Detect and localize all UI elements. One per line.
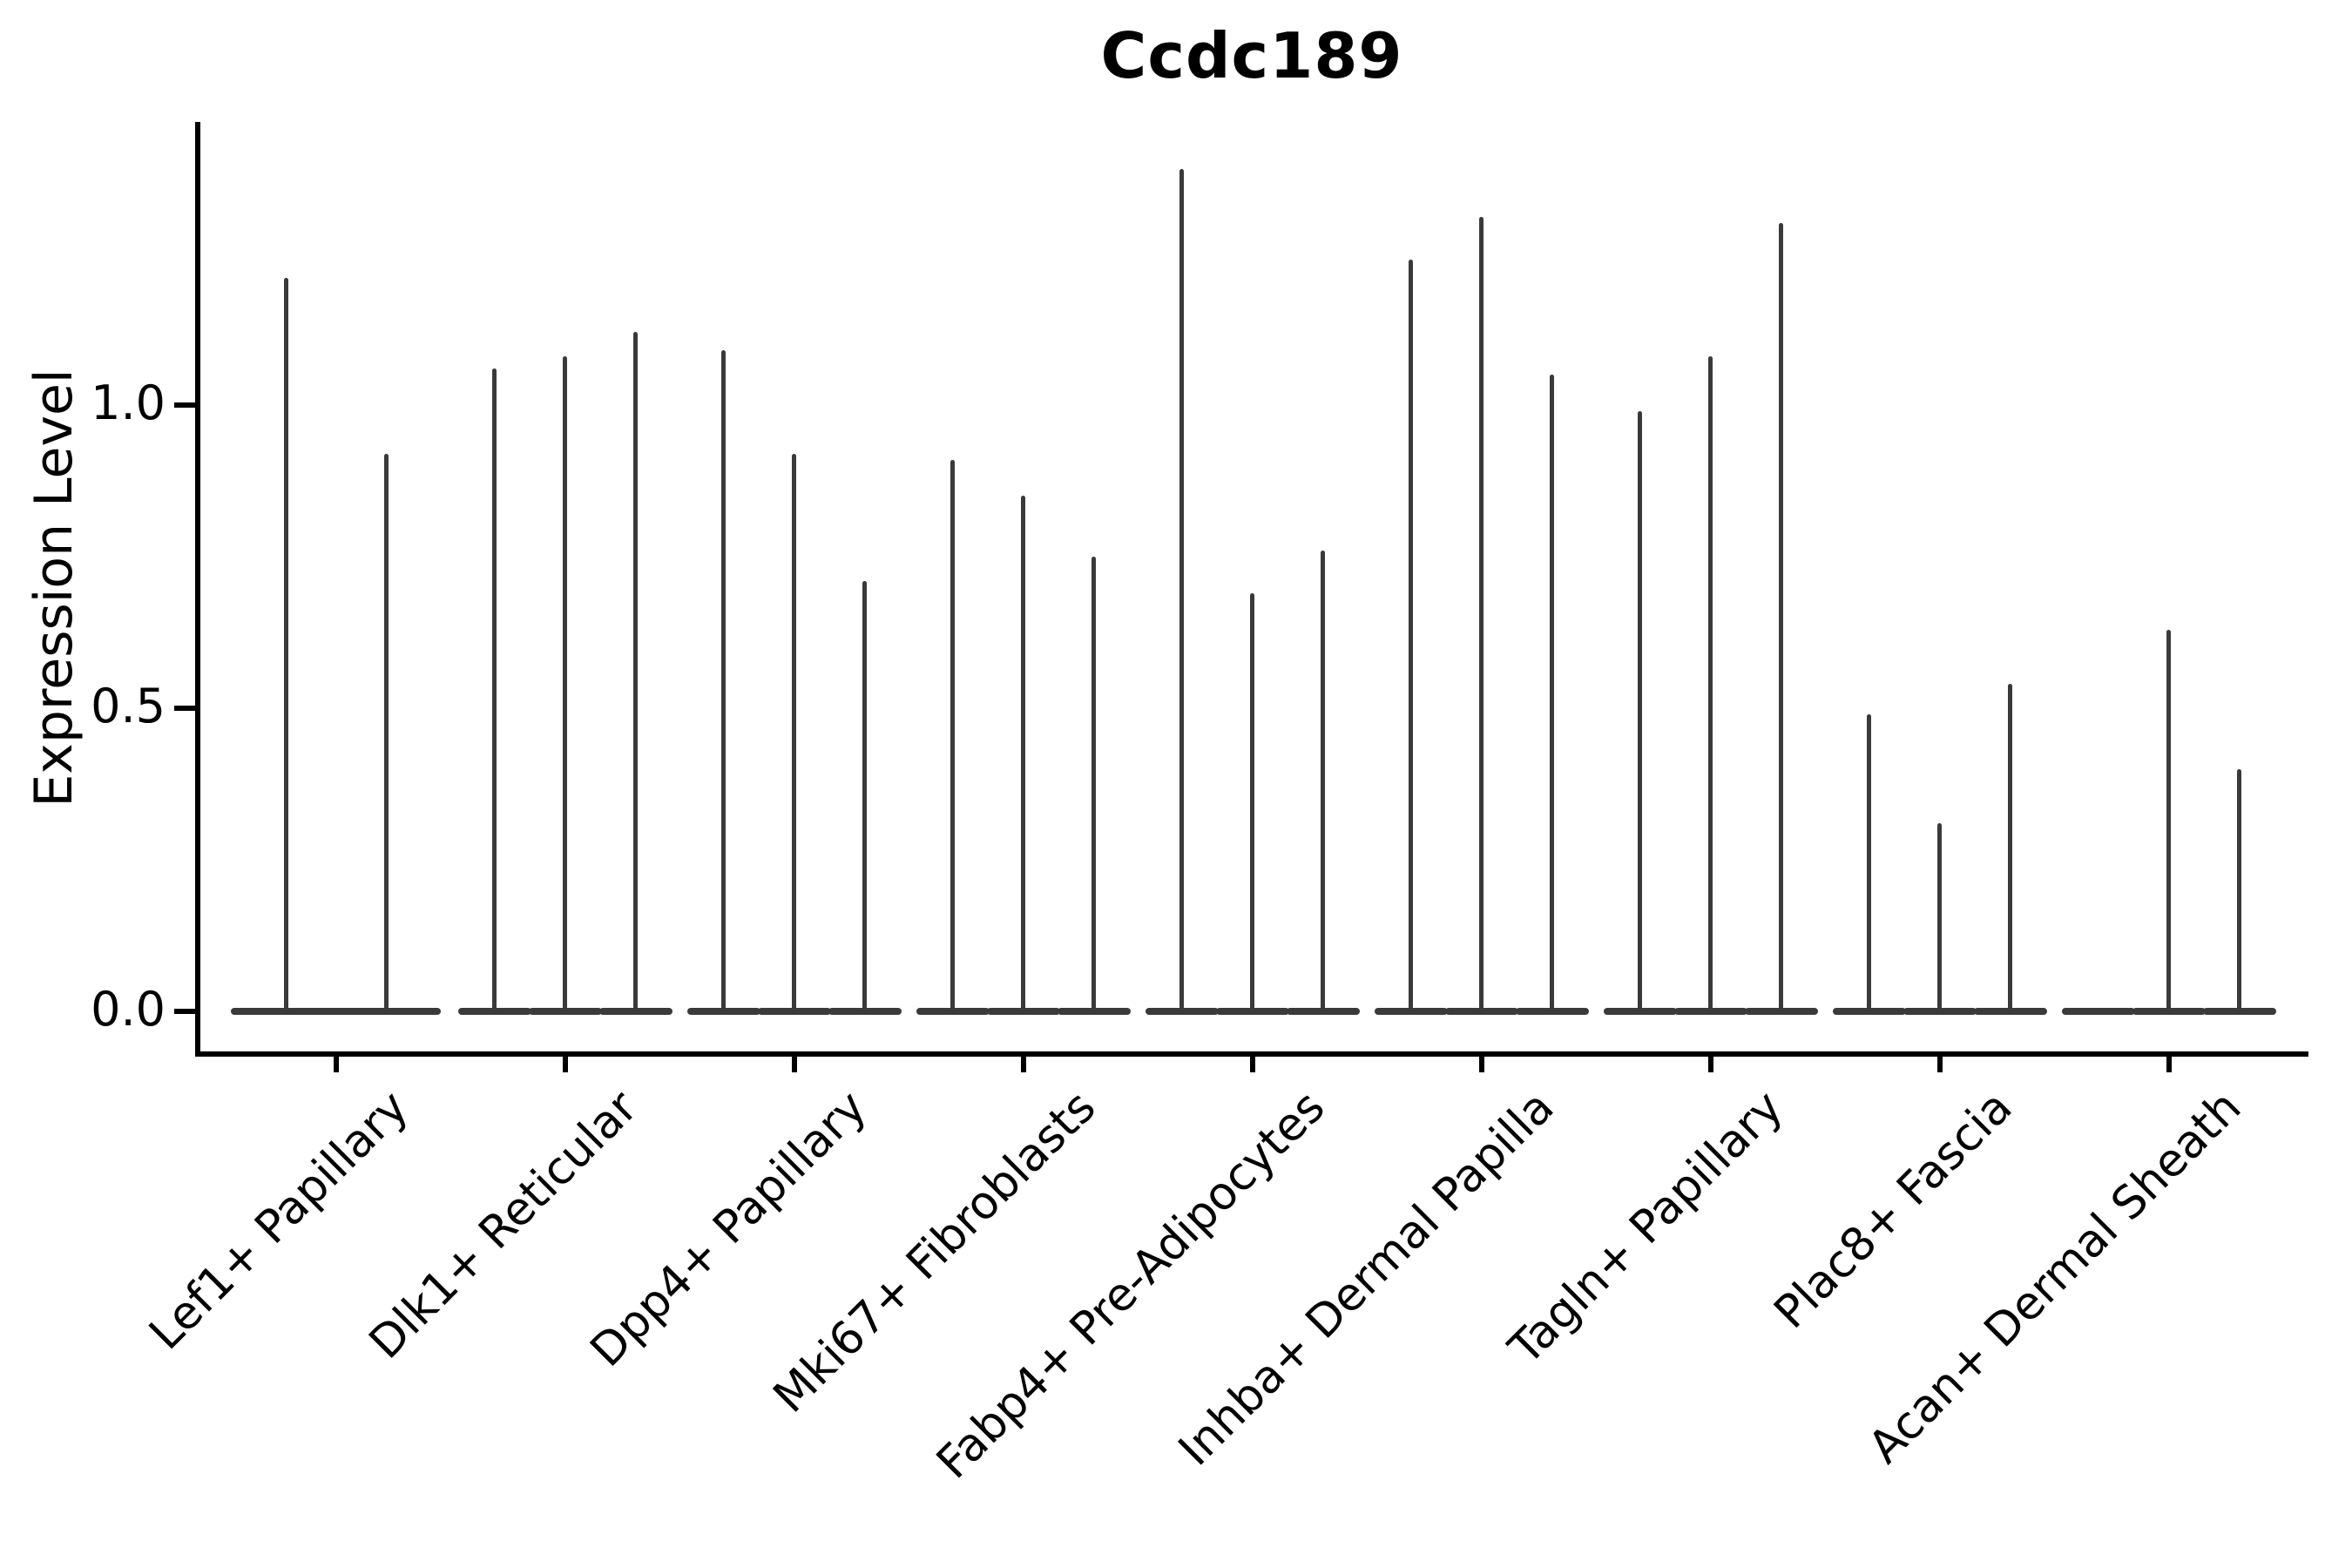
violin-spike xyxy=(2008,684,2012,1011)
violin-base xyxy=(1603,1008,1677,1015)
violin-spike xyxy=(1638,410,1642,1011)
violin-spike xyxy=(1867,713,1871,1011)
violin-spike xyxy=(1409,259,1413,1011)
violin-base xyxy=(757,1008,831,1015)
violin-spike xyxy=(2237,768,2241,1011)
x-tick-mark xyxy=(1020,1057,1026,1072)
violin-base xyxy=(1374,1008,1448,1015)
violin-base xyxy=(1832,1008,1906,1015)
x-tick-mark xyxy=(1249,1057,1255,1072)
violin-base xyxy=(1215,1008,1289,1015)
chart-title: Ccdc189 xyxy=(1100,19,1403,92)
violin-base xyxy=(2132,1008,2206,1015)
x-tick-mark xyxy=(791,1057,797,1072)
violin-spike xyxy=(1092,557,1096,1011)
violin-base xyxy=(1973,1008,2047,1015)
violin-spike xyxy=(633,332,638,1011)
violin-spike xyxy=(792,453,796,1011)
violin-base xyxy=(1903,1008,1977,1015)
x-tick-mark xyxy=(1936,1057,1943,1072)
x-tick-mark xyxy=(562,1057,568,1072)
violin-spike xyxy=(2166,629,2171,1011)
violin-spike xyxy=(1179,168,1184,1011)
violin-spike xyxy=(1250,592,1254,1011)
violin-spike xyxy=(283,277,288,1011)
violin-spike xyxy=(862,580,867,1011)
y-tick-mark xyxy=(174,402,195,408)
violin-base xyxy=(1444,1008,1518,1015)
violin-spike xyxy=(492,368,497,1011)
violin-base xyxy=(1286,1008,1360,1015)
y-tick-label: 1.0 xyxy=(91,375,166,430)
violin-spike xyxy=(563,356,567,1011)
y-axis-spine xyxy=(195,122,200,1057)
violin-base xyxy=(528,1008,602,1015)
violin-base xyxy=(1515,1008,1589,1015)
violin-base xyxy=(598,1008,672,1015)
y-tick-label: 0.0 xyxy=(91,982,166,1037)
violin-spike xyxy=(1779,223,1783,1011)
x-tick-mark xyxy=(1707,1057,1713,1072)
x-tick-mark xyxy=(1478,1057,1484,1072)
violin-spike xyxy=(1021,496,1025,1011)
violin-base xyxy=(2202,1008,2276,1015)
violin-base xyxy=(1744,1008,1818,1015)
violin-base xyxy=(2061,1008,2135,1015)
y-tick-label: 0.5 xyxy=(91,679,166,733)
violin-base xyxy=(457,1008,531,1015)
violin-spike xyxy=(1321,551,1325,1011)
violin-spike xyxy=(1479,217,1484,1011)
violin-base xyxy=(986,1008,1060,1015)
y-axis-label: Expression Level xyxy=(24,368,84,808)
y-tick-mark xyxy=(174,706,195,711)
violin-spike xyxy=(1550,375,1554,1011)
x-tick-mark xyxy=(333,1057,339,1072)
violin-base xyxy=(916,1008,990,1015)
violin-base xyxy=(331,1008,441,1015)
x-tick-mark xyxy=(2166,1057,2172,1072)
violin-base xyxy=(686,1008,760,1015)
violin-base xyxy=(1145,1008,1219,1015)
x-axis-spine xyxy=(195,1051,2308,1057)
violin-base xyxy=(1673,1008,1747,1015)
violin-base xyxy=(231,1008,341,1015)
violin-spike xyxy=(950,459,955,1011)
y-tick-mark xyxy=(174,1009,195,1014)
violin-base xyxy=(828,1008,902,1015)
violin-spike xyxy=(721,350,726,1011)
violin-spike xyxy=(1937,823,1942,1011)
violin-spike xyxy=(1708,356,1713,1011)
violin-base xyxy=(1057,1008,1131,1015)
violin-spike xyxy=(383,453,389,1011)
